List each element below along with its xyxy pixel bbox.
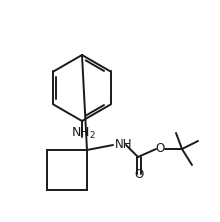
- Text: O: O: [155, 143, 165, 155]
- Text: O: O: [134, 168, 144, 181]
- Text: NH$_2$: NH$_2$: [70, 126, 95, 141]
- Text: NH: NH: [115, 139, 132, 151]
